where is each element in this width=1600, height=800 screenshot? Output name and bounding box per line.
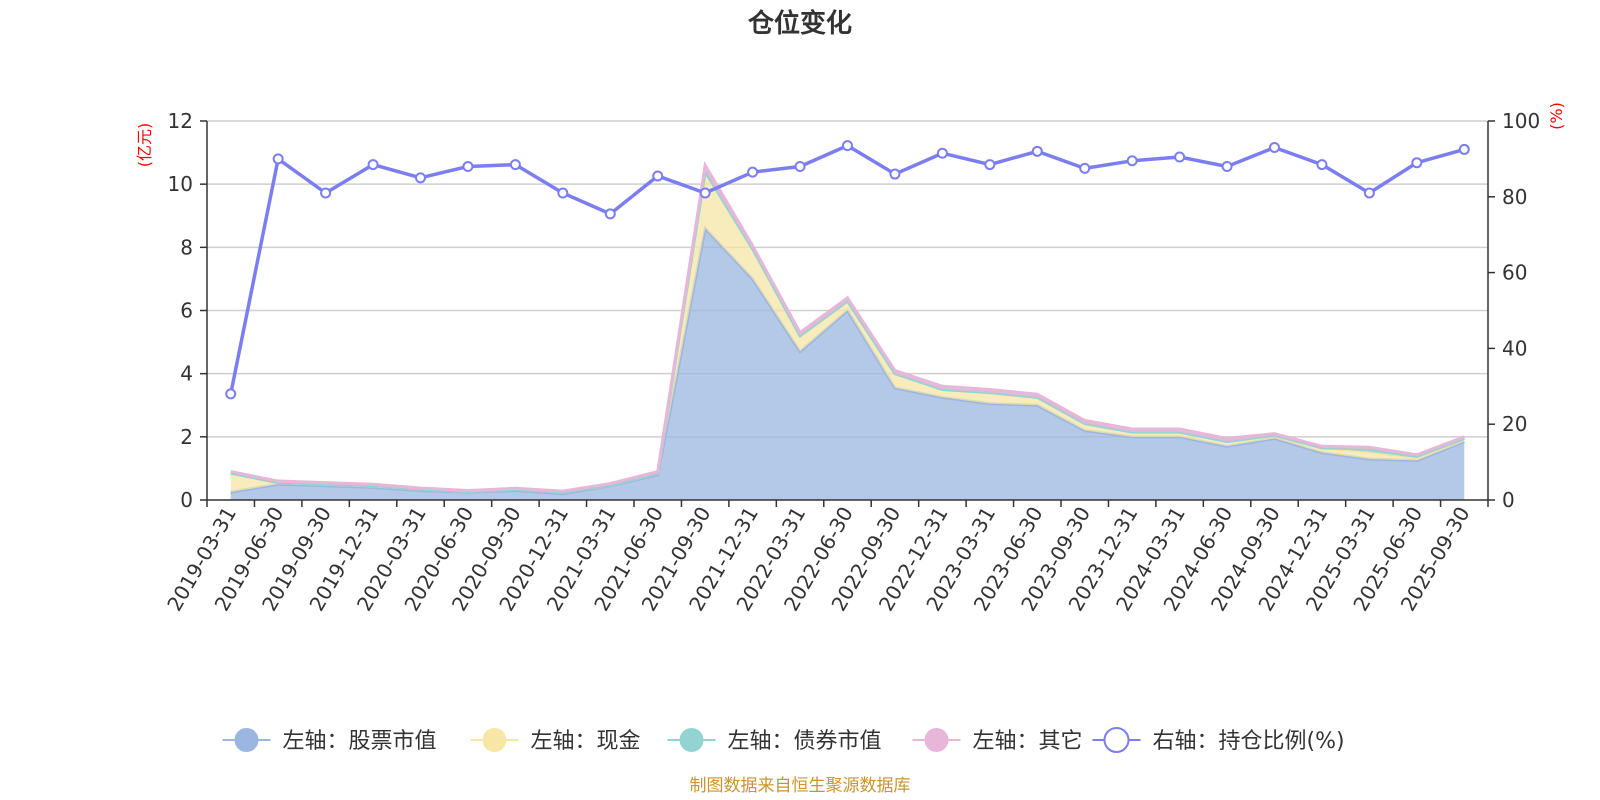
legend-label: 左轴：其它 [973,729,1083,754]
left-axis-unit: (亿元) [135,123,154,168]
right-tick-label: 40 [1502,336,1527,360]
ratio-point [272,153,284,165]
chart-title: 仓位变化 [747,8,852,39]
left-tick-label: 6 [180,299,193,323]
left-tick-label: 2 [180,425,193,449]
ratio-point [794,160,806,172]
ratio-point [1316,159,1328,171]
legend-item[interactable]: 左轴：现金 [470,728,641,754]
legend-item[interactable]: 左轴：其它 [912,728,1083,754]
ratio-point [509,159,521,171]
legend-item[interactable]: 右轴：持仓比例(%) [1092,727,1345,754]
ratio-point [1174,151,1186,163]
legend-symbol [234,728,259,752]
ratio-point [1363,187,1375,199]
left-tick-label: 8 [180,235,193,259]
right-tick-label: 100 [1502,109,1540,133]
left-tick-label: 10 [168,172,193,196]
area-0 [230,228,1465,500]
ratio-point [415,172,426,184]
ratio-point [842,140,853,152]
legend: 左轴：股票市值 左轴：现金 左轴：债券市值 左轴：其它 右轴：持仓比例(%) [222,727,1345,754]
ratio-point [462,160,474,172]
ratio-point [1031,145,1043,157]
left-tick-label: 12 [168,109,193,133]
ratio-point [367,159,379,171]
legend-symbol [679,728,704,752]
ratio-point [557,187,569,199]
ratio-point [747,166,759,178]
legend-symbol [924,728,949,752]
legend-item[interactable]: 左轴：股票市值 [222,728,437,754]
ratio-point [604,208,616,220]
stacked-areas [230,160,1465,500]
ratio-point [984,159,996,171]
ratio-point [652,170,664,182]
ratio-point [1411,157,1423,169]
ratio-point [889,168,901,180]
right-tick-label: 20 [1502,412,1527,436]
ratio-point [320,187,332,199]
ratio-point [1126,155,1138,167]
right-axis-unit: (%) [1547,102,1566,130]
right-tick-label: 60 [1502,261,1527,285]
legend-symbol [1103,727,1130,753]
right-tick-label: 0 [1502,488,1515,512]
right-tick-label: 80 [1502,185,1527,209]
legend-label: 右轴：持仓比例(%) [1153,729,1345,754]
legend-label: 左轴：债券市值 [728,729,882,754]
area-edge-3 [230,160,1465,493]
ratio-point [1221,160,1233,172]
ratio-point [225,388,237,400]
left-tick-label: 4 [180,362,193,386]
ratio-point [1079,162,1091,174]
ratio-line [225,140,1470,400]
ratio-point [1269,142,1280,154]
legend-symbol [482,728,507,752]
legend-label: 左轴：现金 [531,729,641,754]
legend-label: 左轴：股票市值 [283,729,437,754]
legend-item[interactable]: 左轴：债券市值 [667,728,882,754]
ratio-point [699,187,711,199]
ratio-point [1458,143,1470,155]
ratio-point [936,147,948,159]
data-source-note: 制图数据来自恒生聚源数据库 [690,776,911,796]
left-tick-label: 0 [180,488,193,512]
